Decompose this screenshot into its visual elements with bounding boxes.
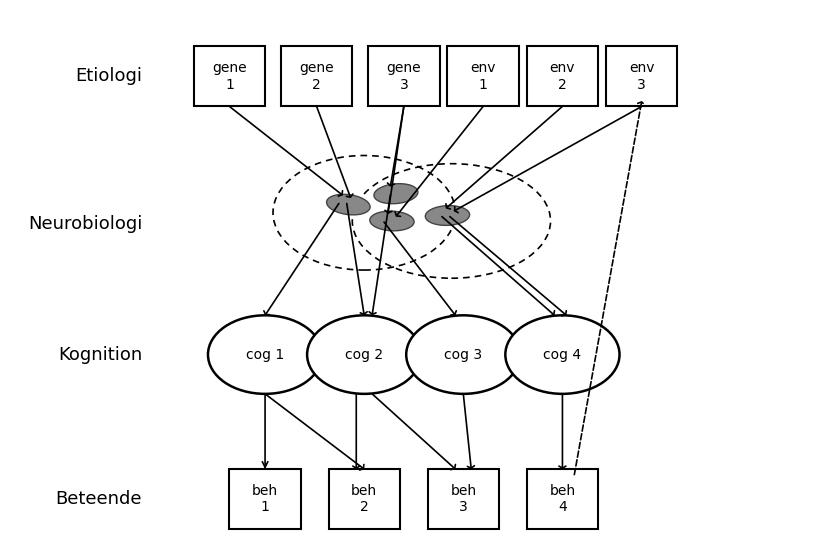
Text: Kognition: Kognition bbox=[58, 345, 142, 364]
Ellipse shape bbox=[374, 183, 418, 204]
Text: env
3: env 3 bbox=[629, 61, 654, 91]
Ellipse shape bbox=[370, 211, 414, 231]
Circle shape bbox=[406, 315, 521, 394]
FancyBboxPatch shape bbox=[606, 46, 677, 106]
Text: env
1: env 1 bbox=[470, 61, 496, 91]
FancyBboxPatch shape bbox=[526, 469, 598, 529]
FancyBboxPatch shape bbox=[328, 469, 400, 529]
Text: gene
3: gene 3 bbox=[386, 61, 421, 91]
Text: gene
1: gene 1 bbox=[212, 61, 247, 91]
FancyBboxPatch shape bbox=[526, 46, 598, 106]
Text: beh
4: beh 4 bbox=[549, 484, 575, 514]
FancyBboxPatch shape bbox=[428, 469, 499, 529]
Text: cog 2: cog 2 bbox=[345, 348, 383, 361]
Ellipse shape bbox=[425, 206, 469, 225]
FancyBboxPatch shape bbox=[229, 469, 301, 529]
FancyBboxPatch shape bbox=[281, 46, 352, 106]
FancyBboxPatch shape bbox=[368, 46, 439, 106]
Text: Neurobiologi: Neurobiologi bbox=[28, 215, 142, 233]
Text: Etiologi: Etiologi bbox=[75, 67, 142, 85]
Text: cog 1: cog 1 bbox=[246, 348, 284, 361]
Text: beh
3: beh 3 bbox=[450, 484, 477, 514]
Text: beh
1: beh 1 bbox=[252, 484, 278, 514]
Circle shape bbox=[505, 315, 619, 394]
Text: beh
2: beh 2 bbox=[351, 484, 377, 514]
Text: cog 3: cog 3 bbox=[444, 348, 482, 361]
Text: env
2: env 2 bbox=[549, 61, 575, 91]
Circle shape bbox=[307, 315, 421, 394]
FancyBboxPatch shape bbox=[194, 46, 265, 106]
FancyBboxPatch shape bbox=[447, 46, 519, 106]
Text: gene
2: gene 2 bbox=[299, 61, 334, 91]
Ellipse shape bbox=[327, 195, 370, 215]
Text: Beteende: Beteende bbox=[55, 490, 142, 508]
Circle shape bbox=[208, 315, 322, 394]
Text: cog 4: cog 4 bbox=[544, 348, 581, 361]
